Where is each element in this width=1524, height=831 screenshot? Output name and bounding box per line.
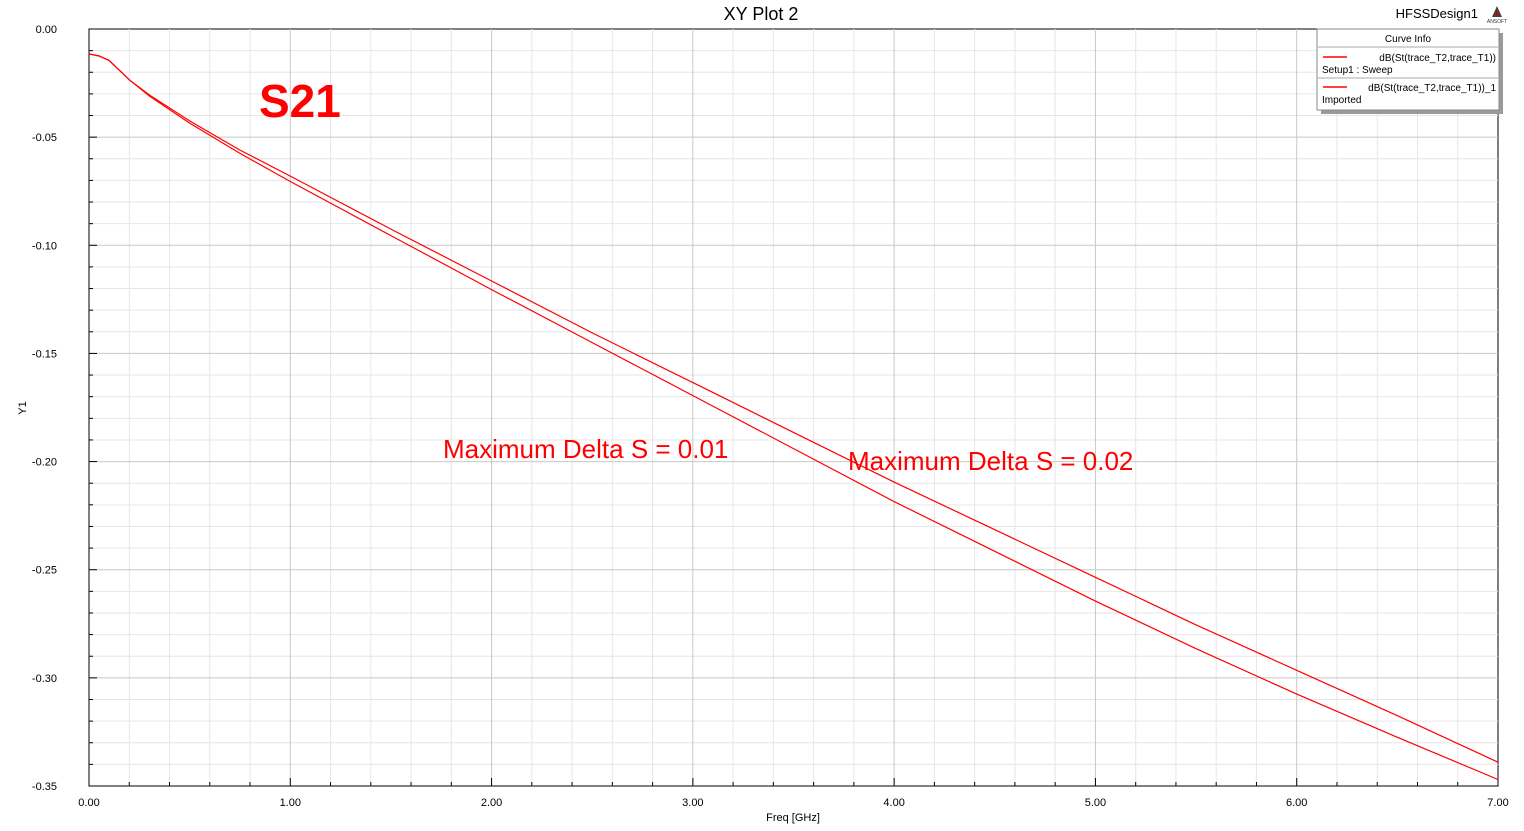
y-tick-label: 0.00: [36, 24, 57, 36]
x-tick-label: 2.00: [481, 797, 502, 809]
x-tick-label: 5.00: [1085, 797, 1106, 809]
y-tick-label: -0.10: [32, 240, 57, 252]
axis-ticks: 0.00 1.00 2.00 3.00 4.00 5.00 6.00 7.00 0.00 -0.0…: [32, 24, 1509, 809]
x-tick-label: 0.00: [78, 797, 99, 809]
legend-entry-2-name: dB(St(trace_T2,trace_T1))_1: [1368, 83, 1496, 94]
series-group: [88, 53, 1499, 781]
y-tick-label: -0.30: [32, 673, 57, 685]
series-line-2: [88, 53, 1499, 781]
y-tick-label: -0.05: [32, 132, 57, 144]
legend-entry-2-sub: Imported: [1322, 95, 1361, 106]
annotation-delta-1: Maximum Delta S = 0.01: [443, 434, 728, 464]
x-tick-label: 4.00: [883, 797, 904, 809]
legend-title: Curve Info: [1385, 34, 1432, 45]
x-tick-label: 6.00: [1286, 797, 1307, 809]
y-axis-label: Y1: [17, 401, 29, 414]
legend-entry-1-sub: Setup1 : Sweep: [1322, 65, 1393, 76]
x-tick-label: 1.00: [280, 797, 301, 809]
x-axis-label: Freq [GHz]: [766, 812, 820, 824]
ansoft-logo-text: ANSOFT: [1487, 19, 1507, 25]
y-tick-label: -0.20: [32, 457, 57, 469]
legend-box: [1316, 28, 1500, 111]
legend-entry-1-name: dB(St(trace_T2,trace_T1)): [1379, 53, 1496, 64]
annotation-delta-2: Maximum Delta S = 0.02: [848, 446, 1133, 476]
annotation-s21: S21: [259, 75, 341, 127]
y-tick-label: -0.35: [32, 781, 57, 793]
design-name: HFSSDesign1: [1396, 6, 1478, 21]
legend[interactable]: Curve Info dB(St(trace_T2,trace_T1)) Set…: [1316, 28, 1503, 114]
y-tick-label: -0.25: [32, 565, 57, 577]
chart-title: XY Plot 2: [724, 4, 799, 24]
ansoft-logo: ANSOFT: [1487, 6, 1507, 25]
x-tick-label: 7.00: [1487, 797, 1508, 809]
plot-area: [88, 28, 1499, 787]
ansoft-logo-accent: [1495, 10, 1499, 15]
x-tick-label: 3.00: [682, 797, 703, 809]
y-tick-label: -0.15: [32, 348, 57, 360]
